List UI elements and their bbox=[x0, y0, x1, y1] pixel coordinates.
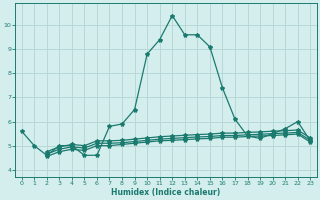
X-axis label: Humidex (Indice chaleur): Humidex (Indice chaleur) bbox=[111, 188, 220, 197]
